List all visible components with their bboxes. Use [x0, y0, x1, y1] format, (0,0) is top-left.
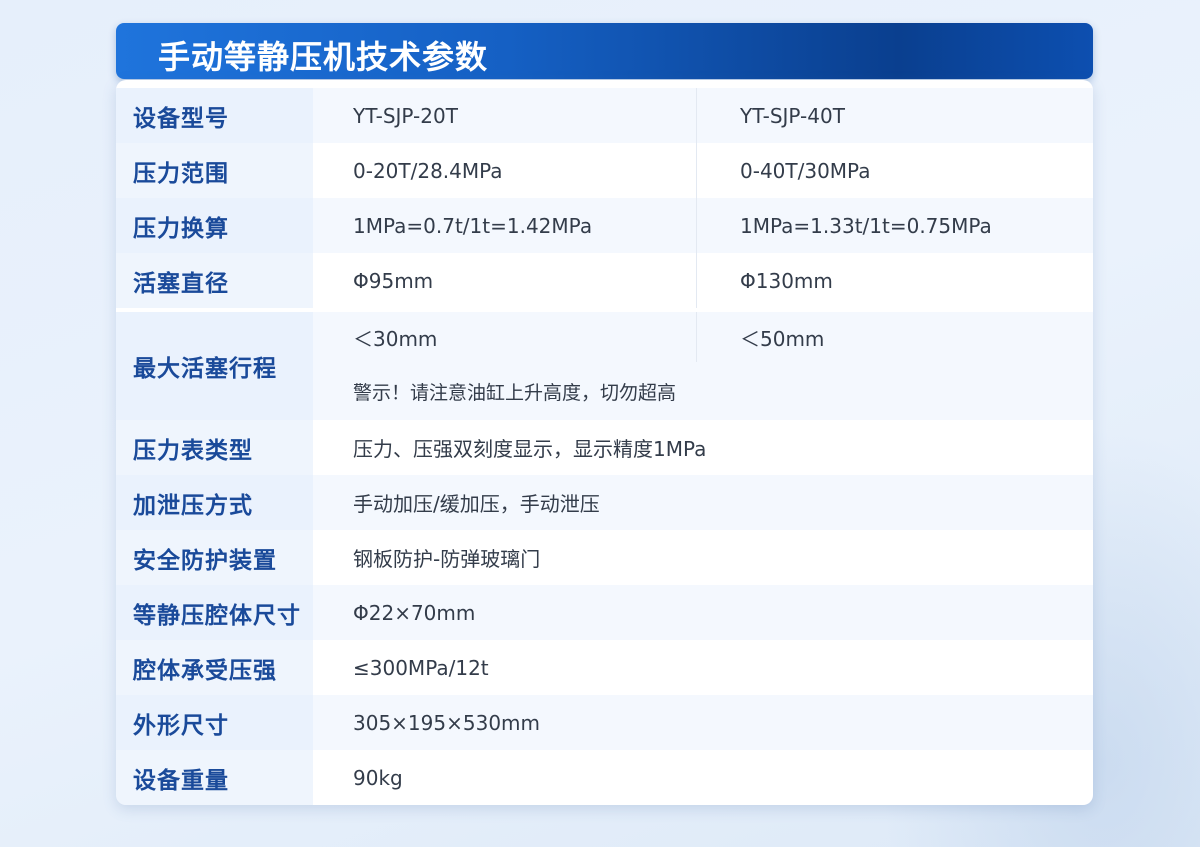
row-label: 安全防护装置 — [116, 530, 313, 585]
table-row: 活塞直径 Φ95mm Φ130mm — [116, 253, 1093, 308]
value: 90kg — [353, 765, 403, 790]
value-20t: ＜30mm — [313, 312, 697, 362]
table-row: 设备重量 90kg — [116, 750, 1093, 805]
value-40t: 1MPa=1.33t/1t=0.75MPa — [740, 213, 992, 238]
row-label: 加泄压方式 — [116, 475, 313, 530]
value-20t: YT-SJP-20T — [313, 88, 697, 143]
table-row: 压力表类型 压力、压强双刻度显示，显示精度1MPa — [116, 420, 1093, 475]
row-label: 腔体承受压强 — [116, 640, 313, 695]
value: 压力、压强双刻度显示，显示精度1MPa — [353, 437, 707, 461]
row-label: 压力换算 — [116, 198, 313, 253]
value: 手动加压/缓加压，手动泄压 — [353, 492, 600, 516]
row-label: 外形尺寸 — [116, 695, 313, 750]
row-label: 设备重量 — [116, 750, 313, 805]
value: ≤300MPa/12t — [353, 655, 489, 680]
value: Φ22×70mm — [353, 600, 476, 625]
table-row: 等静压腔体尺寸 Φ22×70mm — [116, 585, 1093, 640]
value-40t: Φ130mm — [740, 268, 833, 293]
table-row: 压力换算 1MPa=0.7t/1t=1.42MPa 1MPa=1.33t/1t=… — [116, 198, 1093, 253]
value-40t: 0-40T/30MPa — [740, 158, 871, 183]
value-20t: 0-20T/28.4MPa — [313, 143, 697, 198]
row-label: 压力范围 — [116, 143, 313, 198]
table-row: 安全防护装置 钢板防护-防弹玻璃门 — [116, 530, 1093, 585]
row-label: 最大活塞行程 — [116, 312, 313, 420]
title-banner: 手动等静压机技术参数 — [116, 23, 1093, 79]
value: 钢板防护-防弹玻璃门 — [353, 547, 541, 571]
row-label: 压力表类型 — [116, 420, 313, 475]
table-row: 外形尺寸 305×195×530mm — [116, 695, 1093, 750]
page-title: 手动等静压机技术参数 — [158, 38, 489, 76]
value: 305×195×530mm — [353, 710, 541, 735]
table-row: 腔体承受压强 ≤300MPa/12t — [116, 640, 1093, 695]
table-row: 最大活塞行程 ＜30mm ＜50mm 警示！请注意油缸上升高度，切勿超高 — [116, 312, 1093, 420]
row-label: 设备型号 — [116, 88, 313, 143]
table-row: 压力范围 0-20T/28.4MPa 0-40T/30MPa — [116, 143, 1093, 198]
value-20t: Φ95mm — [313, 253, 697, 308]
warning-note: 警示！请注意油缸上升高度，切勿超高 — [353, 381, 677, 404]
value-20t: 1MPa=0.7t/1t=1.42MPa — [313, 198, 697, 253]
table-row: 设备型号 YT-SJP-20T YT-SJP-40T — [116, 88, 1093, 143]
value-40t: YT-SJP-40T — [740, 103, 845, 128]
value-40t: ＜50mm — [740, 326, 825, 351]
spec-table: 设备型号 YT-SJP-20T YT-SJP-40T 压力范围 0-20T/28… — [116, 80, 1093, 805]
row-label: 等静压腔体尺寸 — [116, 585, 313, 640]
row-label: 活塞直径 — [116, 253, 313, 308]
table-row: 加泄压方式 手动加压/缓加压，手动泄压 — [116, 475, 1093, 530]
